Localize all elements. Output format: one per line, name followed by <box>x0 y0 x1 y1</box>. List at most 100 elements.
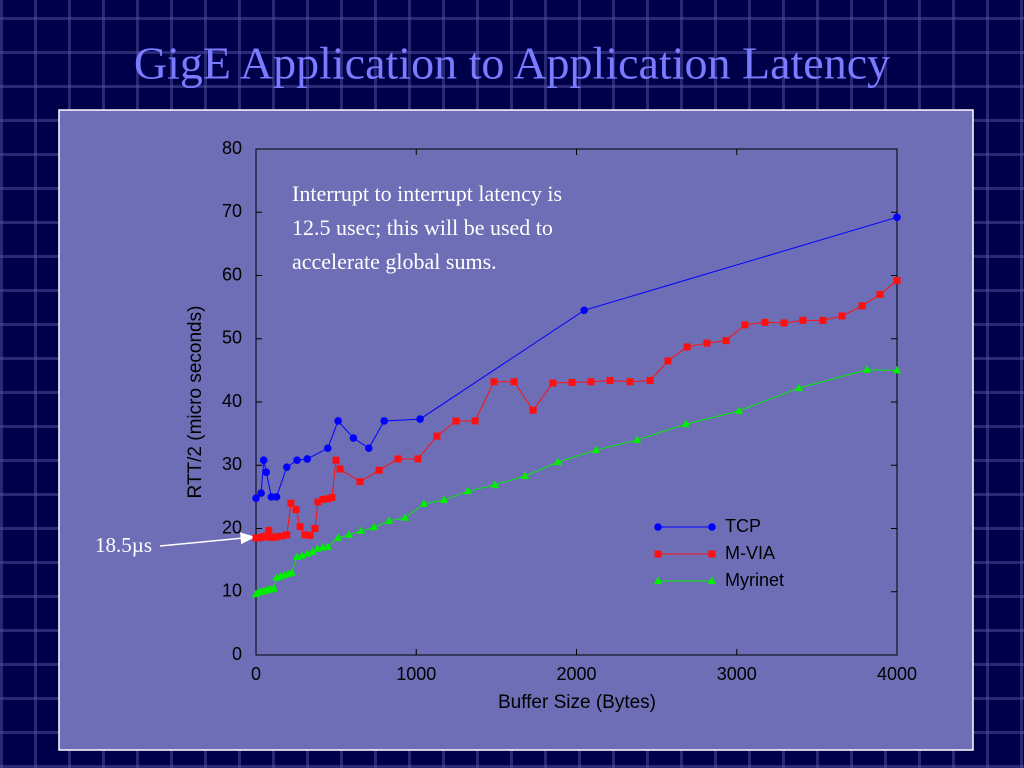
y-tick-label: 0 <box>232 644 242 664</box>
data-point <box>252 494 260 502</box>
data-point <box>520 471 530 480</box>
data-point <box>862 365 872 373</box>
annotation-line: accelerate global sums. <box>292 249 497 274</box>
data-point <box>394 455 402 463</box>
legend-label: M-VIA <box>725 543 775 563</box>
data-point <box>819 316 827 324</box>
data-point <box>876 290 884 298</box>
y-axis-label: RTT/2 (micro seconds) <box>185 306 206 499</box>
data-point <box>282 463 291 471</box>
data-point <box>400 513 410 521</box>
data-point <box>369 522 379 531</box>
data-point <box>257 489 265 497</box>
legend-marker <box>708 550 716 558</box>
x-tick-label: 2000 <box>556 664 596 684</box>
data-point <box>365 444 373 452</box>
data-point <box>259 456 268 464</box>
data-point <box>439 495 449 504</box>
data-point <box>471 417 479 425</box>
data-point <box>306 531 314 539</box>
data-point <box>283 531 291 539</box>
y-tick-label: 80 <box>222 138 242 158</box>
data-point <box>303 549 312 557</box>
data-point <box>414 455 422 463</box>
y-tick-label: 50 <box>222 328 242 348</box>
data-point <box>587 378 595 386</box>
legend-label: TCP <box>725 516 761 536</box>
legend-marker <box>654 550 662 558</box>
data-point <box>375 466 383 474</box>
data-point <box>333 533 343 541</box>
data-point <box>549 379 557 387</box>
data-point <box>794 383 804 392</box>
data-point <box>553 457 563 466</box>
data-point <box>324 495 332 503</box>
y-tick-label: 20 <box>222 517 242 537</box>
y-tick-label: 30 <box>222 454 242 474</box>
data-point <box>287 568 297 576</box>
data-point <box>303 455 312 463</box>
legend-marker <box>707 576 717 584</box>
data-point <box>568 378 576 386</box>
x-tick-label: 3000 <box>717 664 757 684</box>
data-point <box>591 445 601 454</box>
callout-label: 18.5µs <box>95 533 152 557</box>
data-point <box>293 456 301 464</box>
slide-title: GigE Application to Application Latency <box>134 38 890 89</box>
data-point <box>287 499 295 507</box>
data-point <box>703 339 711 347</box>
x-tick-label: 0 <box>251 664 261 684</box>
data-point <box>734 406 744 414</box>
data-point <box>297 551 307 559</box>
data-point <box>384 516 394 524</box>
data-point <box>490 480 500 488</box>
annotation: Interrupt to interrupt latency is 12.5 us… <box>292 181 562 274</box>
data-point <box>626 378 634 386</box>
data-point <box>892 365 902 374</box>
data-point <box>664 357 672 365</box>
data-point <box>323 444 332 452</box>
data-point <box>278 532 286 540</box>
x-tick-label: 1000 <box>396 664 436 684</box>
y-tick-label: 60 <box>222 264 242 284</box>
annotation-line: Interrupt to interrupt latency is <box>292 181 562 206</box>
data-point <box>334 417 342 425</box>
data-point <box>319 495 327 503</box>
data-point <box>419 499 429 507</box>
legend-marker <box>654 523 662 531</box>
data-point <box>356 526 366 535</box>
data-point <box>272 493 281 501</box>
data-point <box>632 435 642 443</box>
data-point <box>799 316 807 324</box>
x-tick-label: 4000 <box>877 664 917 684</box>
data-point <box>265 526 273 534</box>
data-point <box>323 542 332 550</box>
data-point <box>529 406 537 414</box>
data-point <box>683 343 691 351</box>
legend-marker <box>708 523 716 531</box>
data-point <box>296 523 304 531</box>
data-point <box>308 547 317 555</box>
chart-panel <box>58 109 974 751</box>
data-point <box>646 376 654 384</box>
data-point <box>858 302 866 310</box>
data-point <box>722 337 730 345</box>
data-point <box>292 506 300 514</box>
data-point <box>761 318 769 326</box>
data-point <box>332 456 340 464</box>
data-point <box>416 415 424 423</box>
data-point <box>433 432 441 440</box>
data-point <box>580 306 588 315</box>
data-point <box>380 417 389 425</box>
data-point <box>681 419 691 428</box>
data-point <box>328 494 336 502</box>
data-point <box>262 468 271 477</box>
data-point <box>336 465 344 473</box>
data-point <box>301 531 309 539</box>
data-point <box>311 525 319 532</box>
legend-label: Myrinet <box>725 570 784 590</box>
y-tick-label: 10 <box>222 581 242 601</box>
data-point <box>606 376 614 384</box>
data-point <box>344 530 354 538</box>
